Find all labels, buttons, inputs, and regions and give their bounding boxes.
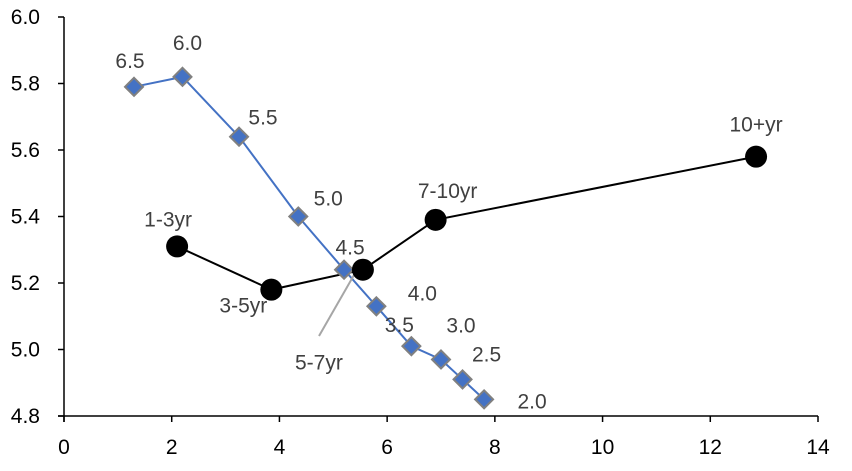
y-tick-label: 6.0 [11, 6, 40, 29]
diamond-data-label: 3.0 [446, 314, 475, 337]
diamond-point [430, 349, 452, 370]
y-tick-label: 5.8 [11, 73, 40, 96]
diamond-point [365, 295, 387, 317]
diamond-point [287, 206, 309, 227]
diamond-point [123, 76, 145, 98]
data-labels: 6.5 6.0 5.5 5.0 4.5 4.0 3.5 3.0 2.5 2.0 1-3yr 3-5yr… [115, 32, 782, 414]
circle-point [166, 235, 189, 258]
diamond-data-label: 2.5 [472, 343, 501, 366]
tick-labels: 4.8 5.0 5.2 5.4 5.6 5.8 6.0 0 2 4 6 8 10 12 14 [11, 6, 830, 459]
diamond-point [172, 66, 193, 88]
diamond-data-label: 3.5 [385, 314, 414, 337]
x-tick-label: 8 [489, 436, 501, 459]
diamond-point [228, 126, 250, 148]
y-tick-label: 5.6 [11, 139, 40, 162]
diamond-point [400, 335, 422, 357]
x-tick-label: 0 [58, 436, 70, 459]
circle-point [424, 208, 447, 231]
series-line-diamond [133, 75, 485, 401]
diamond-data-label: 6.5 [115, 50, 144, 73]
x-tick-label: 4 [274, 436, 286, 459]
x-tick-label: 14 [806, 436, 830, 459]
circle-data-label: 5-7yr [295, 352, 343, 375]
circle-point [260, 278, 283, 301]
x-tick-label: 12 [699, 436, 722, 459]
y-tick-label: 5.0 [11, 339, 40, 362]
diamond-point [452, 369, 473, 390]
circle-point [745, 145, 768, 168]
circle-data-label: 10+yr [730, 114, 783, 137]
diamond-data-label: 4.5 [335, 237, 364, 260]
diamond-point [473, 388, 495, 410]
series-layer [123, 66, 768, 410]
circle-point [351, 258, 374, 281]
x-tick-label: 10 [591, 436, 614, 459]
diamond-data-label: 6.0 [173, 32, 202, 55]
circle-data-label: 1-3yr [144, 208, 192, 231]
diamond-data-label: 5.5 [248, 107, 277, 130]
diamond-point [333, 259, 355, 281]
label-leader-line [318, 267, 359, 337]
circle-data-label: 3-5yr [219, 295, 267, 318]
diamond-data-label: 4.0 [408, 282, 437, 305]
axes [58, 16, 819, 422]
series-line-circle [176, 155, 757, 291]
y-tick-label: 5.2 [11, 272, 40, 295]
circle-data-label: 7-10yr [418, 180, 478, 203]
y-tick-label: 4.8 [11, 405, 40, 428]
diamond-data-label: 2.0 [517, 390, 546, 413]
x-tick-label: 6 [381, 436, 393, 459]
diamond-data-label: 5.0 [314, 188, 343, 211]
y-tick-label: 5.4 [11, 206, 41, 229]
x-tick-label: 2 [166, 436, 178, 459]
